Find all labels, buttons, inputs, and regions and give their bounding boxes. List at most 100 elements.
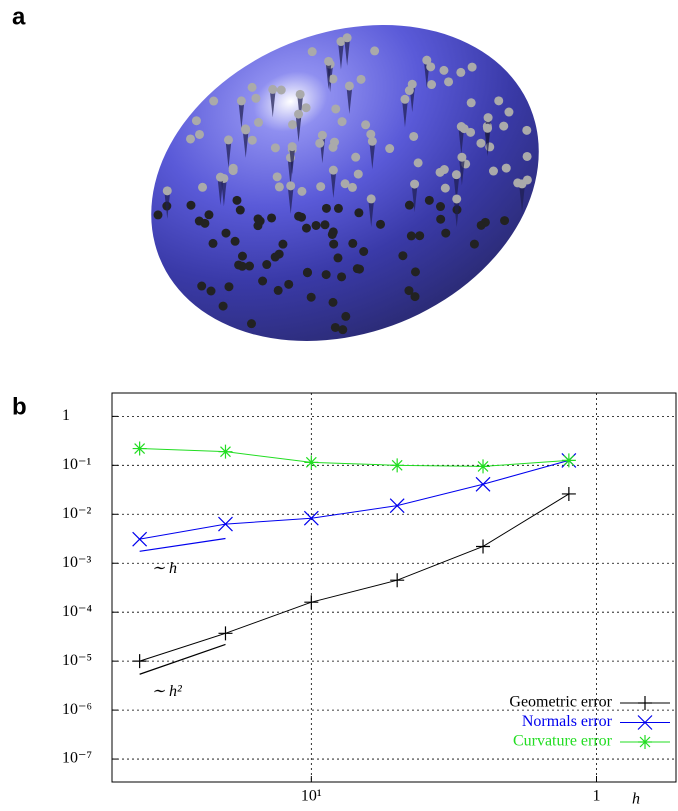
marker (218, 626, 232, 640)
bead (271, 253, 280, 262)
bead (345, 81, 354, 90)
bead (468, 63, 477, 72)
bead (209, 239, 218, 248)
bead (216, 173, 225, 182)
legend-label: Geometric error (509, 694, 612, 711)
bead (302, 103, 311, 112)
bead (209, 97, 218, 106)
bead (277, 85, 286, 94)
bead (329, 240, 338, 249)
bead (245, 262, 254, 271)
bead (329, 166, 338, 175)
bead (467, 98, 476, 107)
bead (274, 286, 283, 295)
x-tick-label: 1 (593, 788, 601, 805)
bead (251, 94, 260, 103)
ellipsoid-render (103, 0, 586, 397)
bead (248, 83, 257, 92)
bead (357, 75, 366, 84)
marker (218, 445, 232, 459)
bead (337, 272, 346, 281)
bead (414, 158, 423, 167)
bead (315, 139, 324, 148)
bead (404, 286, 413, 295)
bead (275, 182, 284, 191)
bead (354, 170, 363, 179)
marker (476, 477, 490, 491)
bead (370, 46, 379, 55)
legend-label: Curvature error (513, 733, 613, 750)
bead (297, 213, 306, 222)
bead (452, 170, 461, 179)
bead (439, 66, 448, 75)
bead (348, 239, 357, 248)
bead (254, 118, 263, 127)
y-tick-label: 10⁻¹ (62, 456, 91, 473)
bead (186, 134, 195, 143)
bead (320, 220, 329, 229)
bead (385, 144, 394, 153)
bead (322, 204, 331, 213)
bead (405, 201, 414, 210)
bead (236, 206, 245, 215)
panel-label: a (12, 3, 26, 30)
bead (237, 96, 246, 105)
bead (331, 104, 340, 113)
bead (359, 247, 368, 256)
y-tick-label: 10⁻³ (62, 554, 91, 571)
bead (324, 57, 333, 66)
bead (415, 231, 424, 240)
bead (288, 142, 297, 151)
bead (303, 268, 312, 277)
bead (411, 267, 420, 276)
bead (204, 210, 213, 219)
marker (304, 455, 318, 469)
bead (268, 85, 277, 94)
bead (341, 312, 350, 321)
bead (494, 96, 503, 105)
bead (333, 253, 342, 262)
reference-label: ∼ h² (152, 683, 183, 700)
bead (351, 153, 360, 162)
bead (500, 216, 509, 225)
marker (390, 499, 404, 513)
bead (247, 319, 256, 328)
bead (522, 126, 531, 135)
bead (278, 240, 287, 249)
bead (436, 168, 445, 177)
bead (366, 130, 375, 139)
bead (186, 201, 195, 210)
marker (562, 487, 576, 501)
bead (456, 68, 465, 77)
bead (489, 167, 498, 176)
bead (504, 108, 513, 117)
marker (476, 459, 490, 473)
legend-marker (638, 696, 652, 710)
bead (318, 131, 327, 140)
x-axis-label: h (632, 791, 640, 808)
bead (426, 62, 435, 71)
marker (304, 595, 318, 609)
bead (322, 270, 331, 279)
bead (409, 132, 418, 141)
reference-line (140, 644, 226, 674)
bead (444, 77, 453, 86)
bead (477, 221, 486, 230)
legend-label: Normals error (522, 713, 613, 730)
y-tick-label: 10⁻⁴ (62, 603, 92, 620)
bead (361, 120, 370, 129)
bead (267, 213, 276, 222)
bead (330, 138, 339, 147)
bead (523, 152, 532, 161)
bead (441, 184, 450, 193)
bead (338, 117, 347, 126)
bead (248, 136, 257, 145)
y-tick-label: 10⁻⁵ (62, 652, 92, 669)
bead (452, 194, 461, 203)
bead (163, 186, 172, 195)
marker (133, 654, 147, 668)
legend-marker (638, 735, 652, 749)
bead (224, 135, 233, 144)
bead (262, 260, 271, 269)
series-line (140, 460, 569, 539)
